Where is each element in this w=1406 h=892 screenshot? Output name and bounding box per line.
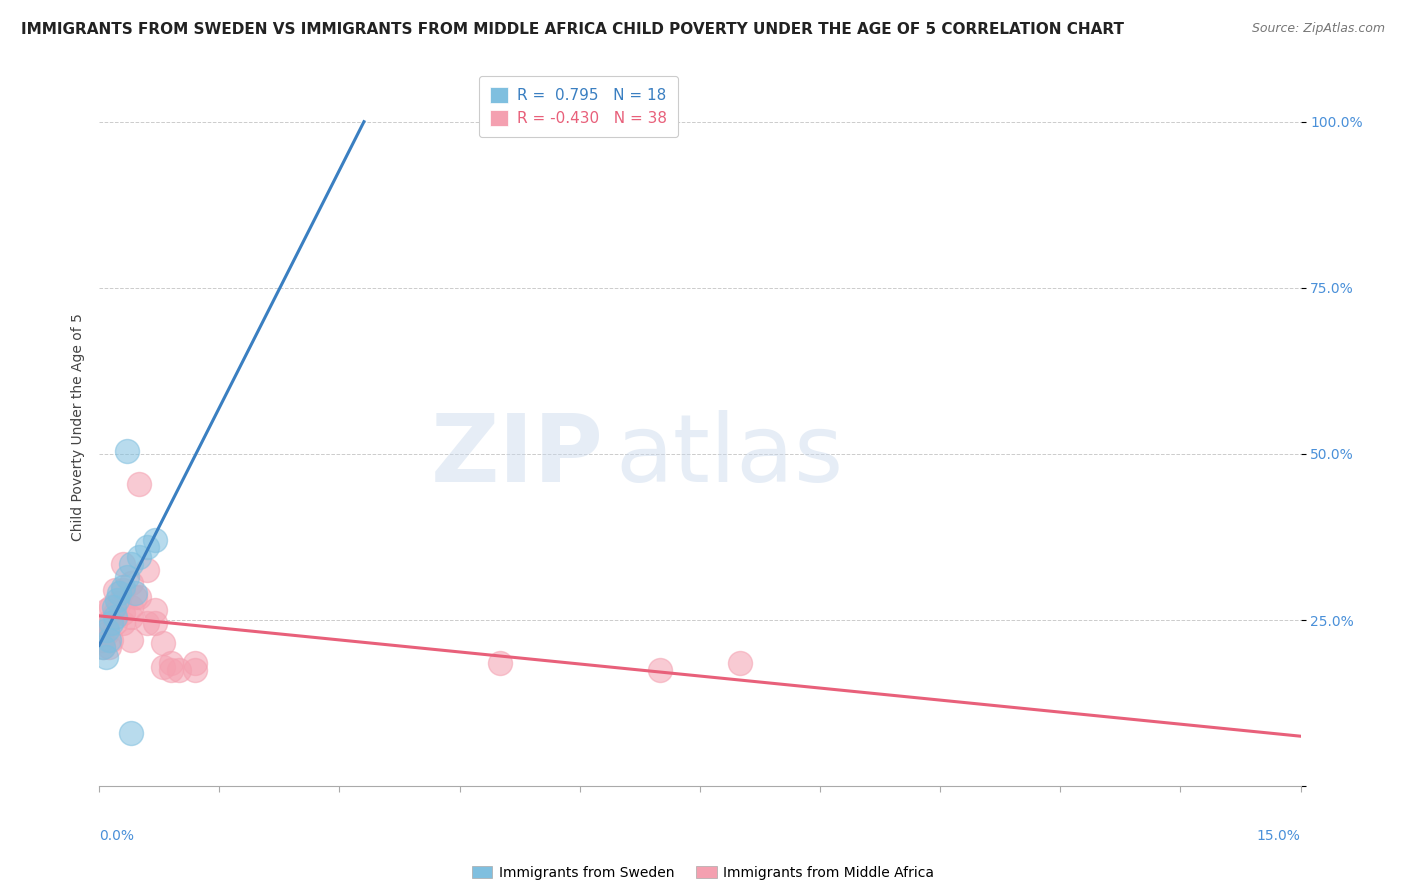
Point bbox=[143, 616, 166, 631]
Point bbox=[96, 623, 118, 637]
Point bbox=[112, 607, 135, 621]
Point bbox=[120, 576, 142, 591]
Text: Source: ZipAtlas.com: Source: ZipAtlas.com bbox=[1251, 22, 1385, 36]
Point bbox=[90, 632, 112, 647]
Point bbox=[143, 533, 166, 548]
Point bbox=[104, 607, 127, 621]
Point bbox=[115, 570, 138, 584]
Point bbox=[160, 663, 183, 677]
Point bbox=[136, 563, 159, 577]
Point bbox=[112, 583, 135, 598]
Text: IMMIGRANTS FROM SWEDEN VS IMMIGRANTS FROM MIDDLE AFRICA CHILD POVERTY UNDER THE : IMMIGRANTS FROM SWEDEN VS IMMIGRANTS FRO… bbox=[21, 22, 1123, 37]
Point bbox=[104, 609, 127, 624]
Point bbox=[152, 636, 174, 650]
Legend: R =  0.795   N = 18, R = -0.430   N = 38: R = 0.795 N = 18, R = -0.430 N = 38 bbox=[479, 76, 678, 137]
Point bbox=[100, 599, 122, 614]
Point bbox=[120, 557, 142, 571]
Point bbox=[120, 599, 142, 614]
Point bbox=[128, 476, 150, 491]
Text: 0.0%: 0.0% bbox=[100, 830, 134, 843]
Point bbox=[94, 649, 117, 664]
Point bbox=[91, 640, 114, 654]
Point bbox=[488, 656, 510, 670]
Point bbox=[120, 726, 142, 740]
Point bbox=[124, 590, 146, 604]
Point bbox=[108, 586, 131, 600]
Point bbox=[96, 616, 118, 631]
Point bbox=[136, 616, 159, 631]
Point bbox=[104, 616, 127, 631]
Point bbox=[103, 599, 125, 614]
Point bbox=[97, 640, 120, 654]
Point bbox=[96, 603, 118, 617]
Point bbox=[184, 663, 207, 677]
Point bbox=[104, 583, 127, 598]
Legend: Immigrants from Sweden, Immigrants from Middle Africa: Immigrants from Sweden, Immigrants from … bbox=[465, 860, 941, 885]
Text: atlas: atlas bbox=[616, 410, 844, 502]
Point bbox=[160, 656, 183, 670]
Point bbox=[128, 590, 150, 604]
Point bbox=[115, 443, 138, 458]
Point bbox=[112, 557, 135, 571]
Point bbox=[167, 663, 190, 677]
Point bbox=[96, 626, 118, 640]
Point bbox=[120, 632, 142, 647]
Point bbox=[136, 540, 159, 554]
Point bbox=[108, 596, 131, 610]
Text: 15.0%: 15.0% bbox=[1257, 830, 1301, 843]
Point bbox=[143, 603, 166, 617]
Point bbox=[91, 640, 114, 654]
Point bbox=[128, 549, 150, 564]
Y-axis label: Child Poverty Under the Age of 5: Child Poverty Under the Age of 5 bbox=[72, 313, 86, 541]
Point bbox=[100, 616, 122, 631]
Point bbox=[100, 632, 122, 647]
Point bbox=[728, 656, 751, 670]
Point bbox=[648, 663, 671, 677]
Point bbox=[112, 580, 135, 594]
Point bbox=[124, 586, 146, 600]
Point bbox=[91, 620, 114, 634]
Point bbox=[152, 659, 174, 673]
Point bbox=[97, 632, 120, 647]
Point bbox=[184, 656, 207, 670]
Text: ZIP: ZIP bbox=[430, 410, 603, 502]
Point bbox=[105, 593, 128, 607]
Point bbox=[120, 609, 142, 624]
Point bbox=[112, 616, 135, 631]
